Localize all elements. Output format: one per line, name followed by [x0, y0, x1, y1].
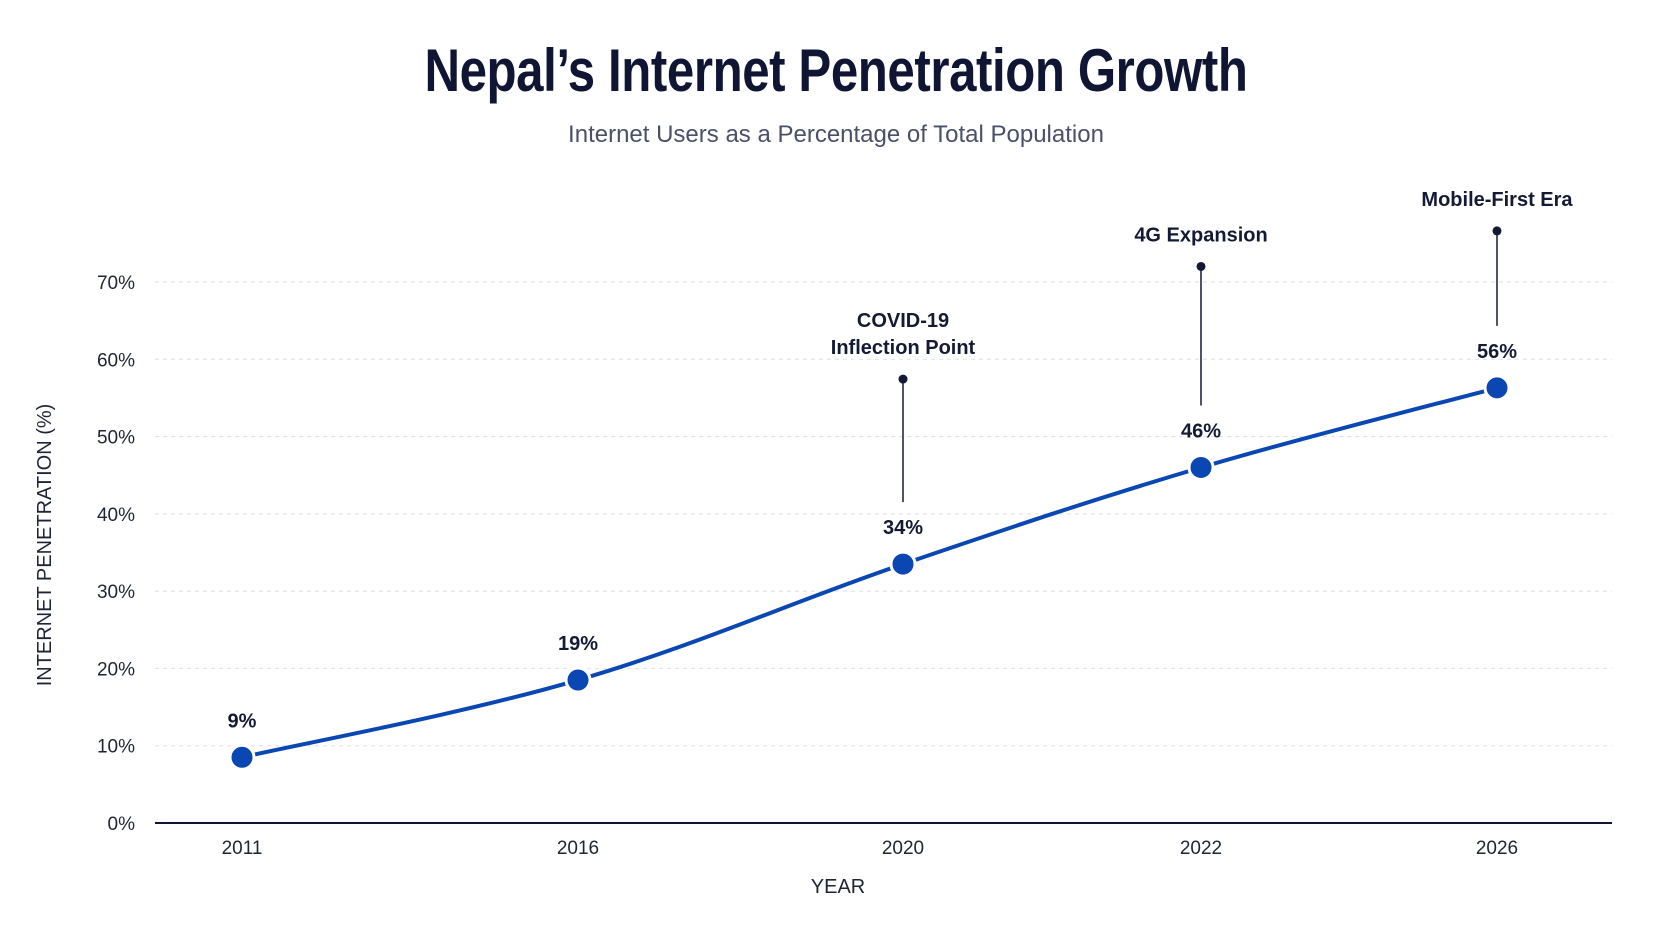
- data-markers: [228, 374, 1511, 771]
- annotation-label: Inflection Point: [831, 337, 976, 359]
- y-tick-label: 70%: [97, 273, 135, 294]
- y-tick-label: 60%: [97, 350, 135, 371]
- annotations: COVID-19 Inflection Point 4G Expansion Mobi…: [831, 189, 1573, 503]
- annotation-dot: [1196, 261, 1206, 271]
- data-value-label: 46%: [1181, 420, 1221, 442]
- data-value-label: 9%: [228, 710, 257, 732]
- x-tick-label: 2026: [1476, 838, 1518, 859]
- y-tick-label: 50%: [97, 428, 135, 449]
- gridlines: [155, 281, 1612, 747]
- y-tick-label: 20%: [97, 659, 135, 680]
- x-axis-ticks: 2011 2016 2020 2022 2026: [222, 838, 1519, 859]
- series-line: [240, 385, 1499, 760]
- y-axis-ticks: 0% 10% 20% 30% 40% 50% 60% 70%: [97, 273, 135, 835]
- x-tick-label: 2022: [1180, 838, 1222, 859]
- chart-title: Nepal’s Internet Penetration Growth: [424, 37, 1248, 104]
- annotation-label: Mobile-First Era: [1421, 189, 1573, 211]
- x-axis-title: YEAR: [811, 876, 865, 898]
- x-tick-label: 2011: [222, 838, 263, 859]
- y-tick-label: 10%: [97, 737, 135, 758]
- y-tick-label: 0%: [108, 814, 136, 835]
- data-value-label: 56%: [1477, 341, 1517, 363]
- y-axis-title: INTERNET PENETRATION (%): [34, 404, 56, 687]
- chart-subtitle: Internet Users as a Percentage of Total …: [568, 121, 1104, 148]
- annotation-label: 4G Expansion: [1134, 224, 1267, 246]
- data-value-label: 34%: [883, 517, 923, 539]
- annotation-dot: [1492, 226, 1502, 236]
- annotation-label: COVID-19: [857, 310, 949, 332]
- data-point-marker: [228, 743, 256, 771]
- data-labels: 9% 19% 34% 46% 56%: [228, 341, 1518, 732]
- data-point-marker: [1187, 453, 1215, 481]
- data-value-label: 19%: [558, 633, 598, 655]
- y-tick-label: 40%: [97, 505, 135, 526]
- y-tick-label: 30%: [97, 582, 135, 603]
- x-tick-label: 2016: [557, 838, 599, 859]
- data-point-marker: [564, 666, 592, 694]
- x-tick-label: 2020: [882, 838, 924, 859]
- annotation-dot: [898, 374, 908, 384]
- data-point-marker: [1483, 374, 1511, 402]
- data-point-marker: [889, 550, 917, 578]
